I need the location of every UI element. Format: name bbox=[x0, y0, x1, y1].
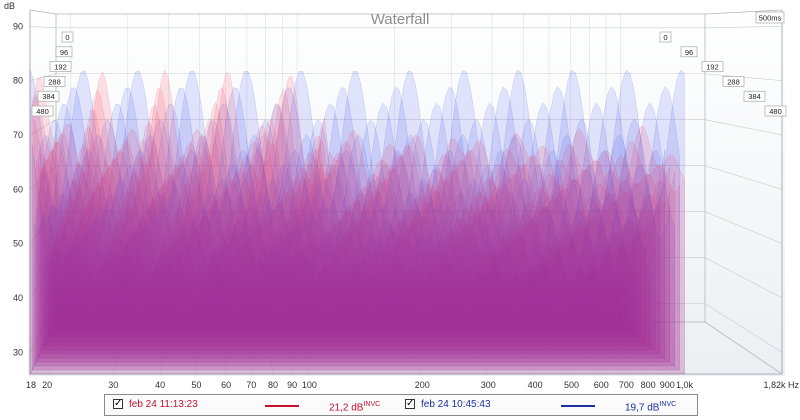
y-tick-label: 30 bbox=[13, 347, 23, 357]
x-ticks: 18 20 30 40 50 60 70 80 90 100 200 300 400 500 600 700 8… bbox=[26, 380, 799, 390]
y-tick-label: 40 bbox=[13, 293, 23, 303]
time-tick: 480 bbox=[31, 105, 54, 117]
x-tick-label: 60 bbox=[221, 380, 231, 390]
series-1-name: feb 24 11:13:23 bbox=[129, 399, 198, 410]
series-1-offset-value: 21,2 dB bbox=[329, 402, 364, 414]
time-max-label: 500ms bbox=[759, 14, 782, 23]
series-2-checkbox[interactable]: ✓ bbox=[405, 398, 415, 409]
x-tick-label: 30 bbox=[108, 380, 118, 390]
x-tick-label: 18 bbox=[26, 380, 36, 390]
series-2-name: feb 24 10:45:43 bbox=[421, 399, 491, 410]
time-tick: 288 bbox=[722, 76, 745, 87]
svg-text:192: 192 bbox=[706, 63, 719, 72]
x-tick-label: 70 bbox=[246, 380, 256, 390]
svg-text:96: 96 bbox=[685, 48, 693, 57]
x-tick-label: 100 bbox=[302, 380, 317, 390]
svg-text:0: 0 bbox=[65, 33, 69, 42]
x-tick-label: 40 bbox=[155, 380, 165, 390]
y-tick-label: 60 bbox=[13, 184, 23, 194]
svg-text:288: 288 bbox=[48, 77, 61, 86]
time-tick: 384 bbox=[37, 90, 60, 102]
y-tick-label: 70 bbox=[13, 130, 23, 140]
svg-text:0: 0 bbox=[663, 33, 667, 42]
time-tick: 0 bbox=[61, 31, 74, 43]
y-ticks: 30 40 50 60 70 80 90 bbox=[13, 21, 23, 357]
svg-text:384: 384 bbox=[42, 92, 55, 101]
series-1-swatch bbox=[265, 405, 299, 407]
svg-text:288: 288 bbox=[727, 77, 740, 86]
time-tick: 480 bbox=[764, 105, 787, 117]
x-tick-label: 200 bbox=[415, 380, 430, 390]
series-2-swatch bbox=[561, 405, 595, 407]
waterfall-surfaces bbox=[29, 69, 685, 375]
x-tick-label: 700 bbox=[619, 380, 634, 390]
svg-text:192: 192 bbox=[54, 63, 67, 72]
time-max-box bbox=[755, 11, 785, 24]
svg-text:480: 480 bbox=[769, 107, 782, 116]
y-unit-label: dB bbox=[4, 1, 15, 11]
x-tick-label: 300 bbox=[481, 380, 496, 390]
svg-text:480: 480 bbox=[36, 107, 49, 116]
time-tick: 0 bbox=[659, 31, 672, 43]
x-tick-label: 50 bbox=[191, 380, 201, 390]
series-2-offset: 19,7 dBINVC bbox=[625, 399, 676, 414]
x-tick-label: 800 bbox=[641, 380, 656, 390]
x-tick-label: 20 bbox=[42, 380, 52, 390]
red-slice bbox=[29, 69, 685, 375]
series-2-offset-suffix: INVC bbox=[659, 401, 677, 408]
x-tick-label: 900 bbox=[660, 380, 675, 390]
x-tick-label: 500 bbox=[564, 380, 579, 390]
time-tick: 96 bbox=[680, 46, 698, 58]
series-1-checkbox[interactable]: ✓ bbox=[113, 398, 123, 409]
series-1-offset: 21,2 dBINVC bbox=[329, 399, 380, 414]
time-tick: 288 bbox=[43, 76, 66, 87]
y-tick-label: 50 bbox=[13, 239, 23, 249]
x-tick-label: 90 bbox=[287, 380, 297, 390]
x-tick-label: 1,82k Hz bbox=[763, 380, 799, 390]
svg-text:96: 96 bbox=[60, 48, 68, 57]
time-tick: 384 bbox=[743, 90, 766, 102]
x-tick-label: 400 bbox=[528, 380, 543, 390]
waterfall-plot: 30 40 50 60 70 80 90 18 20 30 40 50 60 70 80 90 100 200 3… bbox=[4, 1, 800, 390]
x-tick-label: 1,0k bbox=[676, 380, 694, 390]
time-tick: 192 bbox=[701, 61, 724, 72]
series-1-offset-suffix: INVC bbox=[363, 401, 381, 408]
chart-title: Waterfall bbox=[371, 11, 430, 28]
time-max-badge: 500ms bbox=[755, 11, 785, 24]
y-tick-label: 80 bbox=[13, 76, 23, 86]
legend: ✓ feb 24 11:13:23 21,2 dBINVC ✓ feb 24 1… bbox=[104, 394, 698, 416]
y-tick-label: 90 bbox=[13, 21, 23, 31]
time-labels: 0 96 192 288 384 480 0 96 192 288 384 480 bbox=[31, 31, 787, 117]
series-2-offset-value: 19,7 dB bbox=[625, 402, 660, 414]
time-tick: 96 bbox=[55, 46, 73, 58]
x-tick-label: 600 bbox=[594, 380, 609, 390]
time-tick: 192 bbox=[49, 61, 72, 72]
x-tick-label: 80 bbox=[268, 380, 278, 390]
svg-text:384: 384 bbox=[748, 92, 761, 101]
